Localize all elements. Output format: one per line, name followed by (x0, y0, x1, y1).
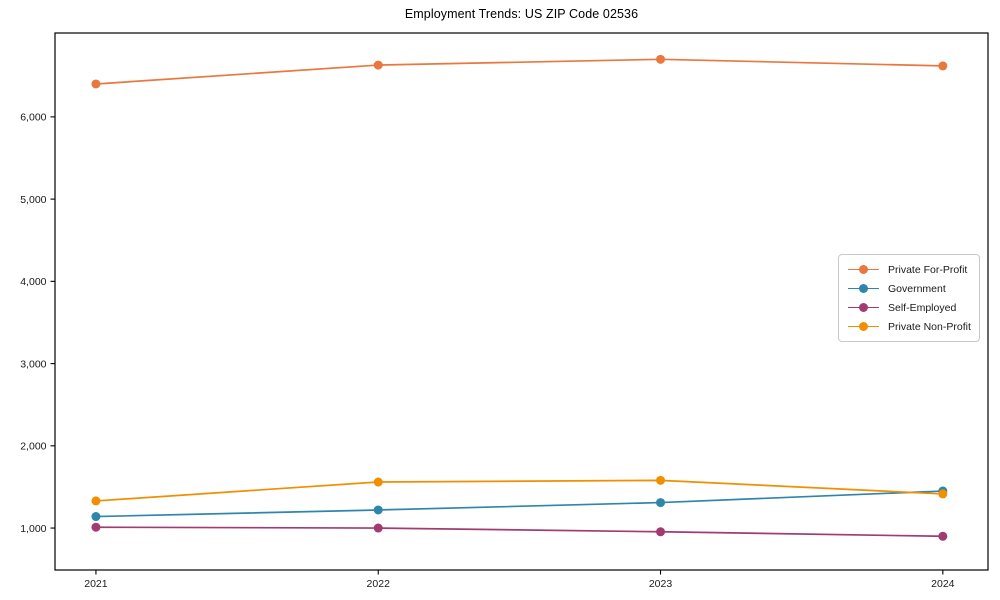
chart-legend: Private For-Profit Government Self-Employe… (838, 254, 980, 342)
legend-label-private-non-profit: Private Non-Profit (888, 320, 971, 333)
data-point-private-non-profit-2021 (91, 496, 101, 506)
data-point-private-for-profit-2021 (91, 79, 101, 89)
data-point-self-employed-2022 (373, 523, 383, 533)
legend-dot-swatch (859, 322, 868, 331)
y-tick-label-3000: 3,000 (20, 358, 46, 370)
data-point-private-non-profit-2024 (938, 489, 948, 499)
y-tick-label-5000: 5,000 (20, 194, 46, 206)
legend-item-government: Government (848, 280, 975, 298)
legend-marker-private-non-profit (848, 322, 879, 332)
series-line-government (95, 490, 944, 518)
y-tick-label-4000: 4,000 (20, 276, 46, 288)
series-self-employed (91, 522, 948, 541)
data-point-private-non-profit-2023 (656, 475, 666, 485)
x-tick-label-2024: 2024 (931, 578, 955, 590)
x-tick-label-2023: 2023 (649, 578, 673, 590)
y-tick-label-2000: 2,000 (20, 441, 46, 453)
legend-marker-self-employed (848, 303, 879, 313)
legend-marker-government (848, 284, 879, 294)
x-axis: 2021 2022 2023 2024 (84, 570, 955, 590)
data-point-government-2021 (91, 512, 101, 522)
series-private-non-profit (91, 475, 948, 506)
y-tick-label-1000: 1,000 (20, 523, 46, 535)
legend-dot-swatch (859, 284, 868, 293)
data-point-self-employed-2024 (938, 531, 948, 541)
legend-marker-private-for-profit (848, 265, 879, 275)
series-government (91, 486, 948, 522)
legend-item-self-employed: Self-Employed (848, 299, 975, 317)
data-point-self-employed-2023 (656, 527, 666, 537)
data-point-private-for-profit-2022 (373, 60, 383, 70)
series-line-private-for-profit (95, 58, 944, 85)
x-tick-label-2022: 2022 (367, 578, 391, 590)
legend-label-government: Government (888, 282, 946, 295)
series-line-self-employed (95, 526, 944, 538)
y-tick-label-6000: 6,000 (20, 112, 46, 124)
legend-label-self-employed: Self-Employed (888, 301, 957, 314)
legend-item-private-for-profit: Private For-Profit (848, 261, 975, 279)
data-point-private-for-profit-2024 (938, 61, 948, 71)
legend-label-private-for-profit: Private For-Profit (888, 263, 968, 276)
x-tick-label-2021: 2021 (84, 578, 108, 590)
data-point-private-non-profit-2022 (373, 477, 383, 487)
data-point-government-2023 (656, 498, 666, 508)
data-point-self-employed-2021 (91, 522, 101, 532)
series-private-for-profit (91, 54, 948, 89)
data-point-private-for-profit-2023 (656, 54, 666, 64)
legend-dot-swatch (859, 265, 868, 274)
legend-item-private-non-profit: Private Non-Profit (848, 318, 975, 336)
y-axis: 1,000 2,000 3,000 4,000 5,000 6,000 (20, 112, 55, 535)
legend-dot-swatch (859, 303, 868, 312)
data-point-government-2022 (373, 505, 383, 515)
series-line-private-non-profit (95, 479, 944, 502)
plot-frame (54, 32, 989, 571)
chart-title: Employment Trends: US ZIP Code 02536 (404, 7, 639, 21)
